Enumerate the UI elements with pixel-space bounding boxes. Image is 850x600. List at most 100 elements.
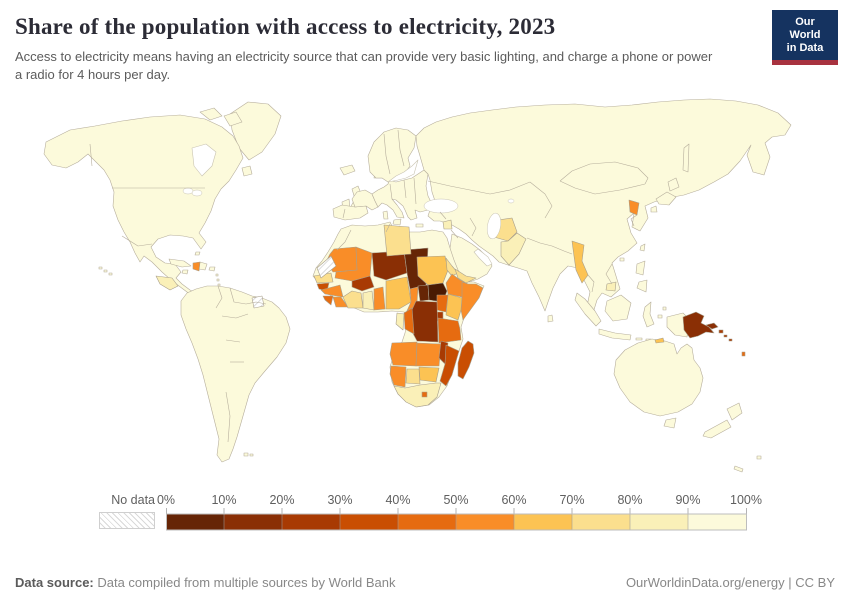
country-pakistan[interactable] (500, 232, 527, 266)
region-sumatra[interactable] (574, 292, 602, 327)
country-cambodia[interactable] (605, 281, 617, 292)
legend-bin-9[interactable] (688, 514, 746, 530)
no-data-region-western-sahara[interactable] (316, 255, 337, 279)
region-sakhalin (682, 143, 690, 173)
tick-label-60: 60% (501, 493, 527, 507)
legend-color-bar[interactable] (166, 508, 747, 531)
region-scandinavia[interactable] (367, 127, 417, 183)
world-map (0, 86, 850, 491)
country-zimbabwe[interactable] (418, 366, 440, 383)
country-somalia[interactable] (460, 281, 484, 321)
legend-scale: 0% 10% 20% 30% 40% 50% 60% 70% 80% 90% 1… (157, 493, 762, 533)
no-data-region-guianas[interactable] (251, 295, 265, 309)
chart-footer: Data source: Data compiled from multiple… (0, 575, 850, 590)
country-papua-new-guinea[interactable] (682, 311, 715, 339)
tick-label-70: 70% (559, 493, 585, 507)
country-haiti[interactable] (192, 261, 201, 272)
credit-link[interactable]: OurWorldinData.org/energy | CC BY (625, 575, 835, 590)
country-syria[interactable] (442, 219, 453, 230)
country-botswana[interactable] (405, 368, 421, 385)
region-sardinia (382, 210, 389, 220)
legend-bin-4[interactable] (398, 514, 456, 530)
region-crete (415, 223, 424, 228)
region-japan-honshu[interactable] (655, 191, 677, 206)
country-zambia[interactable] (415, 342, 442, 367)
region-philippines-mindanao (636, 279, 648, 293)
legend-bin-1[interactable] (224, 514, 282, 530)
internal-borders (89, 129, 649, 443)
region-new-zealand-north[interactable] (726, 402, 743, 421)
chart-header: Share of the population with access to e… (0, 0, 850, 86)
page-title: Share of the population with access to e… (15, 14, 556, 39)
region-fiji (756, 455, 762, 460)
region-new-zealand-south[interactable] (702, 419, 732, 439)
country-ghana[interactable] (362, 290, 375, 311)
country-mozambique[interactable] (439, 344, 460, 387)
region-dominican-republic[interactable] (198, 261, 208, 271)
legend-bin-2[interactable] (282, 514, 340, 530)
country-honduras-nicaragua[interactable] (155, 275, 179, 291)
legend-bin-5[interactable] (456, 514, 514, 530)
country-yemen[interactable] (454, 268, 477, 284)
legend-bin-8[interactable] (630, 514, 688, 530)
tick-label-30: 30% (327, 493, 353, 507)
region-iberia[interactable] (332, 204, 369, 221)
country-mali[interactable] (334, 246, 373, 282)
region-sri-lanka (547, 314, 554, 323)
country-solomon-islands[interactable] (718, 329, 733, 342)
owid-logo-line2: in Data (786, 41, 824, 54)
country-namibia[interactable] (389, 365, 407, 388)
country-nigeria[interactable] (385, 276, 412, 310)
region-arctic-islands-2 (223, 111, 243, 127)
great-lake-2 (191, 189, 203, 197)
legend-bin-0[interactable] (166, 514, 224, 530)
country-guinea[interactable] (320, 284, 344, 298)
country-sierra-leone[interactable] (322, 295, 334, 306)
country-myanmar[interactable] (571, 240, 589, 284)
no-data-label: No data (111, 493, 155, 507)
country-togo-benin[interactable] (373, 286, 386, 311)
country-tanzania[interactable] (437, 317, 462, 344)
country-angola[interactable] (389, 341, 418, 367)
country-burkina-faso[interactable] (351, 275, 375, 292)
legend-bin-7[interactable] (572, 514, 630, 530)
region-tasmania (663, 417, 677, 429)
country-madagascar[interactable] (457, 340, 475, 380)
legend-bin-3[interactable] (340, 514, 398, 530)
country-vanuatu (741, 351, 746, 357)
region-iceland[interactable] (339, 164, 356, 176)
country-south-africa[interactable] (393, 382, 442, 408)
tick-label-20: 20% (269, 493, 295, 507)
country-png-new-britain (705, 322, 719, 330)
country-uganda[interactable] (436, 294, 449, 313)
country-libya[interactable] (383, 224, 412, 257)
legend-bins (166, 514, 746, 530)
region-australia[interactable] (613, 338, 704, 417)
chart-subtitle: Access to electricity means having an el… (15, 49, 713, 83)
country-cote-divoire[interactable] (342, 290, 364, 309)
owid-logo[interactable]: Our World in Data (772, 10, 838, 65)
region-arctic-islands (199, 107, 223, 121)
data-source-text: Data compiled from multiple sources by W… (93, 575, 396, 590)
region-philippines-luzon[interactable] (635, 260, 646, 276)
region-taiwan (639, 243, 646, 252)
country-central-african-republic[interactable] (417, 284, 430, 302)
legend-no-data[interactable]: No data (99, 493, 155, 529)
region-north-america[interactable] (43, 114, 244, 301)
country-lesotho[interactable] (421, 391, 428, 398)
country-congo[interactable] (403, 307, 415, 335)
region-cuba[interactable] (168, 258, 192, 268)
region-new-caledonia (733, 465, 744, 473)
no-data-swatch[interactable] (99, 512, 155, 529)
region-south-america[interactable] (180, 285, 291, 463)
region-borneo[interactable] (604, 294, 632, 322)
map-legend: No data 0% 10% 20% 30% 40% 50% 60% 70% 8… (0, 493, 850, 535)
region-greenland[interactable] (229, 101, 282, 161)
region-puerto-rico (208, 266, 216, 272)
persian-gulf (473, 248, 493, 267)
region-sicily (392, 218, 402, 226)
region-falklands (243, 452, 254, 457)
country-gabon[interactable] (395, 312, 405, 331)
legend-bin-6[interactable] (514, 514, 572, 530)
country-eritrea[interactable] (445, 257, 459, 277)
